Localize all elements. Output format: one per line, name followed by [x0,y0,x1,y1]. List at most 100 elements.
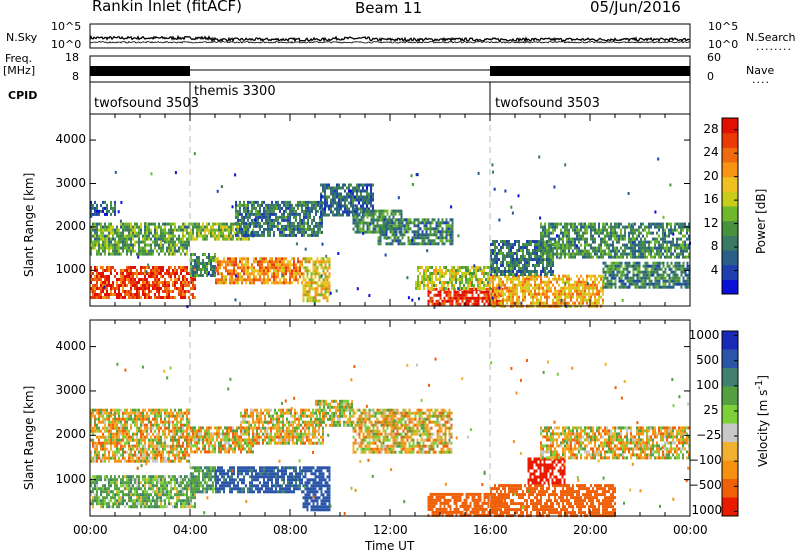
power-cell [614,264,617,268]
power-cell [512,277,514,281]
power-cell [644,246,646,250]
power-cell [546,280,548,284]
power-cell [540,258,542,261]
power-cell [232,234,234,238]
power-cell [308,212,311,216]
power-cell [540,292,542,296]
power-cell [243,200,245,204]
power-cell [594,274,596,278]
power-cell [128,269,130,272]
power-cell [650,270,653,274]
power-cell [471,272,473,275]
power-cell [138,231,140,235]
power-cell [289,266,291,270]
power-cell [630,237,632,241]
power-cell [618,249,620,253]
power-cell [534,289,536,293]
power-cell [212,259,214,262]
power-cell [172,246,174,250]
power-cell [606,231,608,235]
power-cell [118,284,120,287]
power-cell [156,275,158,278]
power-cell [317,209,319,213]
power-cell [218,222,220,226]
power-cell [206,268,208,271]
power-cell [263,230,265,234]
power-cell [360,215,363,219]
power-cell [285,206,287,210]
power-cell [318,284,321,288]
power-cell [624,276,627,280]
power-cell [372,198,374,202]
power-cell [576,246,578,250]
power-cell [421,275,423,278]
power-cell [304,269,307,273]
power-cell [285,257,287,261]
velocity-cell [96,484,98,488]
power-cell [494,301,496,305]
power-cell [512,289,514,293]
power-cell [228,228,230,232]
power-cell [259,209,261,213]
power-cell [664,233,667,237]
power-cell [590,292,592,296]
power-cell [174,225,176,229]
power-cell [102,237,104,241]
power-cell [273,203,275,207]
power-cell [494,255,496,258]
power-cell [235,215,237,219]
power-cell [158,284,160,287]
power-cell [311,227,313,231]
power-cell [152,240,154,244]
power-cell [510,292,512,296]
power-cell [680,246,682,250]
power-cell [560,252,562,256]
power-cell [162,281,164,284]
power-cell [397,218,400,222]
power-cell [600,249,602,253]
power-cell [168,246,170,250]
power-cell [498,301,500,305]
power-cell [138,237,140,241]
power-cell [267,221,269,225]
power-cell [154,266,156,269]
power-cell [198,256,200,259]
power-cell [578,234,580,238]
power-cell [114,209,116,213]
power-cell [102,272,104,275]
power-cell [610,237,612,241]
power-cell [193,152,196,156]
power-cell [305,206,307,210]
power-cell [94,284,96,287]
power-cell [128,243,130,247]
power-cell [596,255,598,259]
power-cell [490,252,492,255]
power-cell [548,249,550,253]
power-cell [497,293,500,297]
power-cell [118,290,120,293]
power-cell [596,228,598,232]
power-cell [362,218,365,222]
power-cell [578,231,580,235]
power-cell [152,269,154,272]
power-cell [104,200,106,204]
power-cell [271,281,273,285]
power-cell [540,234,542,238]
power-cell [558,274,560,278]
power-cell [140,222,142,226]
power-cell [96,206,98,210]
power-cell [494,267,496,270]
power-cell [287,263,289,267]
power-cell [112,231,114,235]
power-cell [316,293,319,297]
power-cell [598,234,600,238]
power-cell [544,295,546,299]
power-cell [287,212,289,216]
power-cell [92,228,94,232]
power-cell [433,218,436,222]
power-cell [150,237,152,241]
power-cell [546,295,548,299]
power-cell [134,222,136,226]
power-cell [477,296,480,300]
power-cell [184,240,186,244]
